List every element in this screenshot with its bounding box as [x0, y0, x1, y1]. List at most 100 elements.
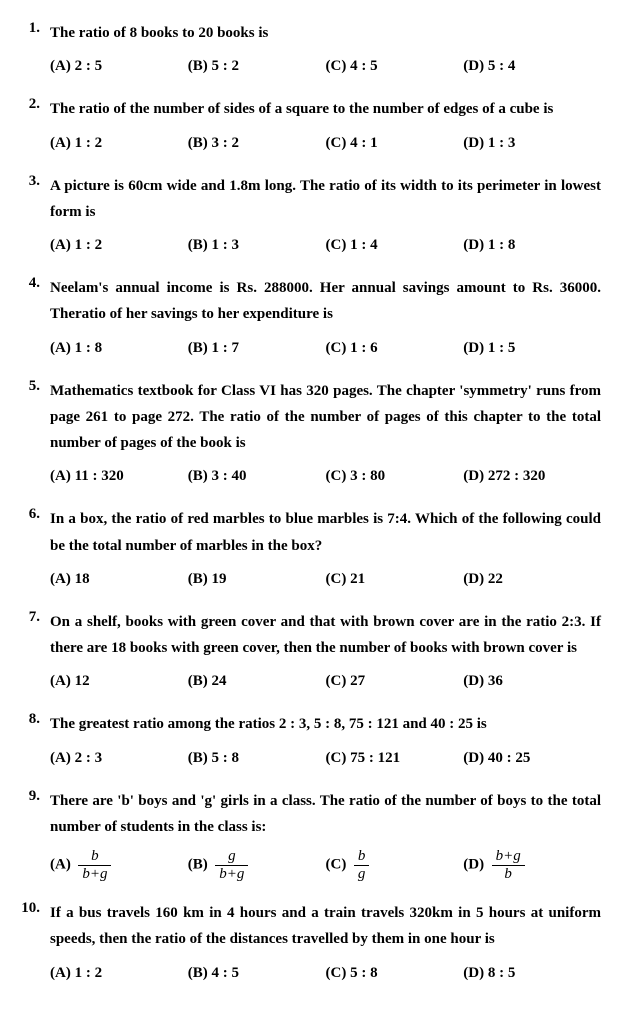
option-a: (A) 1 : 2: [50, 131, 188, 155]
question-text: In a box, the ratio of red marbles to bl…: [50, 506, 601, 559]
option-b: (B) 24: [188, 669, 326, 693]
option-b: (B) 3 : 2: [188, 131, 326, 155]
option-a: (A) 11 : 320: [50, 464, 188, 488]
question-8: 8. The greatest ratio among the ratios 2…: [18, 711, 601, 769]
question-text: On a shelf, books with green cover and t…: [50, 609, 601, 662]
question-2: 2. The ratio of the number of sides of a…: [18, 96, 601, 154]
fraction: b g: [354, 848, 370, 882]
option-c: (C) 1 : 4: [326, 233, 464, 257]
option-b: (B) g b+g: [188, 848, 326, 882]
options-row: (A) 1 : 2 (B) 4 : 5 (C) 5 : 8 (D) 8 : 5: [50, 961, 601, 985]
question-text: The greatest ratio among the ratios 2 : …: [50, 711, 601, 737]
numerator: g: [215, 848, 248, 866]
question-text: The ratio of the number of sides of a sq…: [50, 96, 601, 122]
denominator: b: [492, 866, 525, 883]
question-number: 10.: [18, 900, 50, 985]
option-label: (A): [50, 856, 71, 872]
option-a: (A) b b+g: [50, 848, 188, 882]
question-10: 10. If a bus travels 160 km in 4 hours a…: [18, 900, 601, 985]
question-body: Neelam's annual income is Rs. 288000. He…: [50, 275, 601, 360]
fraction: g b+g: [215, 848, 248, 882]
question-number: 9.: [18, 788, 50, 883]
question-number: 6.: [18, 506, 50, 591]
denominator: b+g: [215, 866, 248, 883]
option-c: (C) 21: [326, 567, 464, 591]
options-row: (A) 1 : 2 (B) 1 : 3 (C) 1 : 4 (D) 1 : 8: [50, 233, 601, 257]
option-c: (C) 4 : 5: [326, 54, 464, 78]
options-row: (A) b b+g (B) g b+g (C) b g: [50, 848, 601, 882]
question-1: 1. The ratio of 8 books to 20 books is (…: [18, 20, 601, 78]
question-number: 3.: [18, 173, 50, 258]
options-row: (A) 12 (B) 24 (C) 27 (D) 36: [50, 669, 601, 693]
question-number: 8.: [18, 711, 50, 769]
option-c: (C) 1 : 6: [326, 336, 464, 360]
question-number: 2.: [18, 96, 50, 154]
option-c: (C) 27: [326, 669, 464, 693]
option-d: (D) 8 : 5: [463, 961, 601, 985]
numerator: b: [78, 848, 111, 866]
option-d: (D) 36: [463, 669, 601, 693]
question-text: There are 'b' boys and 'g' girls in a cl…: [50, 788, 601, 841]
option-a: (A) 2 : 5: [50, 54, 188, 78]
numerator: b+g: [492, 848, 525, 866]
options-row: (A) 2 : 5 (B) 5 : 2 (C) 4 : 5 (D) 5 : 4: [50, 54, 601, 78]
question-body: Mathematics textbook for Class VI has 32…: [50, 378, 601, 489]
numerator: b: [354, 848, 370, 866]
options-row: (A) 2 : 3 (B) 5 : 8 (C) 75 : 121 (D) 40 …: [50, 746, 601, 770]
option-d: (D) 5 : 4: [463, 54, 601, 78]
option-b: (B) 3 : 40: [188, 464, 326, 488]
question-text: The ratio of 8 books to 20 books is: [50, 20, 601, 46]
option-d: (D) 272 : 320: [463, 464, 601, 488]
option-c: (C) b g: [326, 848, 464, 882]
option-b: (B) 1 : 7: [188, 336, 326, 360]
option-d: (D) 40 : 25: [463, 746, 601, 770]
options-row: (A) 18 (B) 19 (C) 21 (D) 22: [50, 567, 601, 591]
question-text: Neelam's annual income is Rs. 288000. He…: [50, 275, 601, 328]
question-text: A picture is 60cm wide and 1.8m long. Th…: [50, 173, 601, 226]
question-body: There are 'b' boys and 'g' girls in a cl…: [50, 788, 601, 883]
option-b: (B) 1 : 3: [188, 233, 326, 257]
question-7: 7. On a shelf, books with green cover an…: [18, 609, 601, 694]
option-d: (D) 1 : 3: [463, 131, 601, 155]
question-body: A picture is 60cm wide and 1.8m long. Th…: [50, 173, 601, 258]
option-b: (B) 4 : 5: [188, 961, 326, 985]
option-a: (A) 1 : 2: [50, 961, 188, 985]
option-a: (A) 18: [50, 567, 188, 591]
options-row: (A) 1 : 8 (B) 1 : 7 (C) 1 : 6 (D) 1 : 5: [50, 336, 601, 360]
question-5: 5. Mathematics textbook for Class VI has…: [18, 378, 601, 489]
option-label: (D): [463, 856, 484, 872]
option-c: (C) 5 : 8: [326, 961, 464, 985]
option-d: (D) b+g b: [463, 848, 601, 882]
option-b: (B) 19: [188, 567, 326, 591]
question-number: 1.: [18, 20, 50, 78]
denominator: b+g: [78, 866, 111, 883]
question-body: The ratio of 8 books to 20 books is (A) …: [50, 20, 601, 78]
denominator: g: [354, 866, 370, 883]
option-c: (C) 75 : 121: [326, 746, 464, 770]
option-a: (A) 1 : 2: [50, 233, 188, 257]
question-text: If a bus travels 160 km in 4 hours and a…: [50, 900, 601, 953]
option-d: (D) 1 : 5: [463, 336, 601, 360]
option-b: (B) 5 : 2: [188, 54, 326, 78]
question-text: Mathematics textbook for Class VI has 32…: [50, 378, 601, 457]
question-body: If a bus travels 160 km in 4 hours and a…: [50, 900, 601, 985]
question-body: In a box, the ratio of red marbles to bl…: [50, 506, 601, 591]
option-a: (A) 12: [50, 669, 188, 693]
option-d: (D) 1 : 8: [463, 233, 601, 257]
question-number: 5.: [18, 378, 50, 489]
question-4: 4. Neelam's annual income is Rs. 288000.…: [18, 275, 601, 360]
question-6: 6. In a box, the ratio of red marbles to…: [18, 506, 601, 591]
option-a: (A) 2 : 3: [50, 746, 188, 770]
option-c: (C) 3 : 80: [326, 464, 464, 488]
options-row: (A) 11 : 320 (B) 3 : 40 (C) 3 : 80 (D) 2…: [50, 464, 601, 488]
fraction: b+g b: [492, 848, 525, 882]
options-row: (A) 1 : 2 (B) 3 : 2 (C) 4 : 1 (D) 1 : 3: [50, 131, 601, 155]
option-a: (A) 1 : 8: [50, 336, 188, 360]
question-3: 3. A picture is 60cm wide and 1.8m long.…: [18, 173, 601, 258]
question-number: 7.: [18, 609, 50, 694]
question-number: 4.: [18, 275, 50, 360]
question-body: The greatest ratio among the ratios 2 : …: [50, 711, 601, 769]
question-9: 9. There are 'b' boys and 'g' girls in a…: [18, 788, 601, 883]
option-d: (D) 22: [463, 567, 601, 591]
question-body: On a shelf, books with green cover and t…: [50, 609, 601, 694]
